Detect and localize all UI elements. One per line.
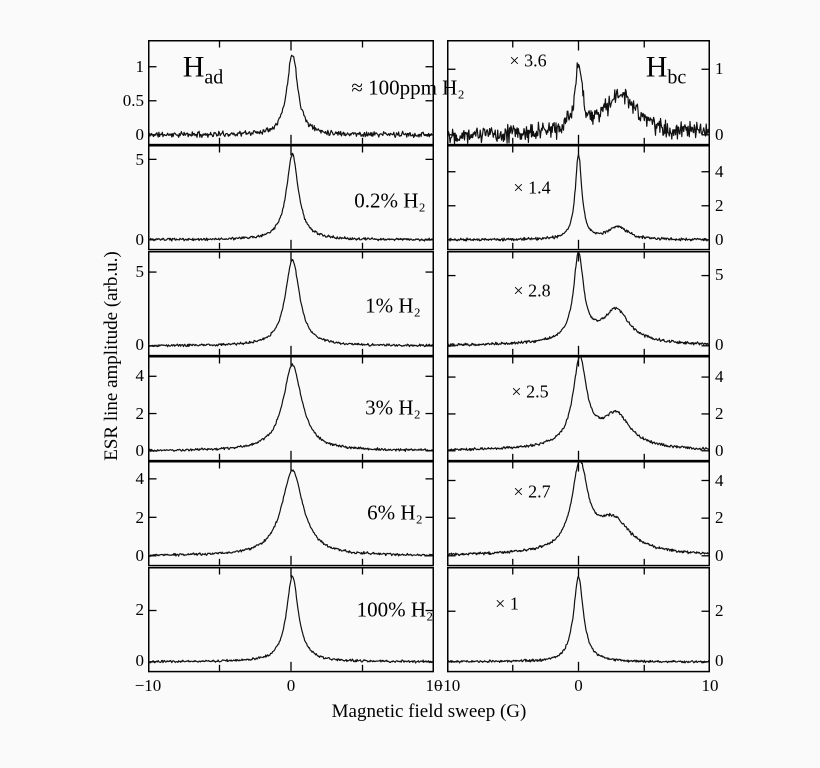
column-title-hbc: Hbc — [646, 51, 687, 90]
spectrum-curve-row6-left — [148, 574, 434, 664]
spectrum-curve-row3-right — [447, 251, 710, 347]
column-title-hbc-base: H — [645, 50, 668, 84]
multiplier-label-5: × 2.7 — [513, 481, 551, 502]
panel-frame — [148, 356, 434, 462]
panel-row6-left — [148, 566, 434, 672]
spectrum-curve-row5-right — [447, 461, 710, 557]
column-title-had: Had — [183, 51, 224, 90]
panel-row4-right — [447, 356, 710, 462]
x-tick-label: −10 — [134, 676, 162, 695]
multiplier-label-2: × 1.4 — [513, 177, 551, 198]
panel-frame — [447, 40, 710, 146]
y-tick-label: 0 — [135, 230, 145, 250]
panel-frame — [447, 566, 710, 672]
spectrum-curve-row6-right — [447, 575, 710, 664]
y-tick-label: 0 — [135, 546, 145, 566]
y-tick-label: 4 — [715, 162, 724, 182]
panel-frame — [447, 145, 710, 251]
multiplier-label-6: × 1 — [495, 593, 519, 614]
panel-row2-left — [148, 145, 434, 251]
panel-row3-right — [447, 250, 710, 356]
panel-row3-left — [148, 250, 434, 356]
y-tick-label: 2 — [715, 403, 724, 423]
panel-row5-left — [148, 461, 434, 567]
spectrum-curve-row1-left — [148, 54, 434, 139]
x-tick-label: 10 — [701, 676, 719, 695]
y-tick-label: 4 — [135, 366, 145, 386]
y-tick-label: 2 — [135, 403, 145, 423]
y-tick-label: 2 — [715, 196, 724, 216]
row-label-2: 0.2% H₂ — [354, 188, 426, 213]
multiplier-label-1: × 3.6 — [509, 50, 547, 71]
y-tick-label: 0 — [715, 651, 724, 671]
panel-frame — [148, 566, 434, 672]
y-tick-label: 0 — [715, 124, 724, 144]
panel-row1-right — [447, 40, 710, 146]
y-tick-label: 5 — [135, 261, 145, 281]
y-tick-label: 2 — [715, 600, 724, 620]
row-label-1: ≈ 100ppm H₂ — [351, 75, 465, 100]
y-tick-label: 2 — [135, 600, 145, 620]
spectrum-curve-row4-left — [148, 363, 434, 453]
column-title-had-base: H — [182, 50, 205, 84]
row-label-5: 6% H₂ — [367, 500, 423, 525]
y-tick-label: 0 — [135, 440, 145, 460]
panel-frame — [447, 250, 710, 356]
spectrum-curve-row1-right — [447, 62, 710, 145]
column-title-had-sub: ad — [204, 66, 224, 89]
panel-row4-left — [148, 356, 434, 462]
x-tick-label: 10 — [425, 676, 443, 695]
panel-frame — [148, 145, 434, 251]
y-axis-label: ESR line amplitude (arb.u.) — [101, 251, 122, 461]
panel-row6-right — [447, 566, 710, 672]
y-tick-label: 0 — [715, 230, 724, 250]
spectrum-curve-row3-left — [148, 258, 434, 347]
spectrum-curve-row5-left — [148, 469, 434, 558]
y-tick-label: 1 — [135, 56, 145, 76]
y-tick-label: 0 — [715, 335, 724, 355]
spectrum-curve-row2-right — [447, 154, 710, 242]
row-label-4: 3% H₂ — [365, 395, 421, 420]
spectrum-curve-row4-right — [447, 356, 710, 452]
x-axis-label: Magnetic field sweep (G) — [331, 701, 527, 722]
panel-frame — [447, 356, 710, 462]
y-tick-label: 0 — [135, 335, 145, 355]
x-tick-label: 0 — [574, 676, 583, 695]
spectrum-curve-row2-left — [148, 153, 434, 243]
x-tick-label: 0 — [286, 676, 296, 695]
y-tick-label: 0 — [715, 440, 724, 460]
panel-frame — [148, 461, 434, 567]
row-label-3: 1% H₂ — [365, 293, 421, 318]
column-title-hbc-sub: bc — [667, 66, 687, 89]
y-tick-label: 5 — [715, 265, 724, 285]
y-tick-label: 4 — [715, 470, 724, 490]
y-tick-label: 4 — [715, 367, 724, 387]
panel-frame — [148, 40, 434, 146]
panel-frame — [148, 250, 434, 356]
y-tick-label: 1 — [715, 59, 724, 79]
y-tick-label: 0 — [715, 546, 724, 566]
x-tick-label: −10 — [433, 676, 461, 695]
y-tick-label: 4 — [135, 469, 145, 489]
panel-row5-right — [447, 461, 710, 567]
multiplier-label-3: × 2.8 — [513, 280, 551, 301]
y-tick-label: 2 — [715, 508, 724, 528]
panel-row2-right — [447, 145, 710, 251]
y-tick-label: 2 — [135, 507, 145, 527]
y-tick-label: 0 — [135, 124, 145, 144]
y-tick-label: 0.5 — [122, 90, 144, 110]
y-tick-label: 0 — [135, 651, 145, 671]
y-tick-label: 5 — [135, 149, 145, 169]
panel-row1-left — [148, 40, 434, 146]
multiplier-label-4: × 2.5 — [511, 381, 549, 402]
row-label-6: 100% H₂ — [356, 597, 434, 622]
